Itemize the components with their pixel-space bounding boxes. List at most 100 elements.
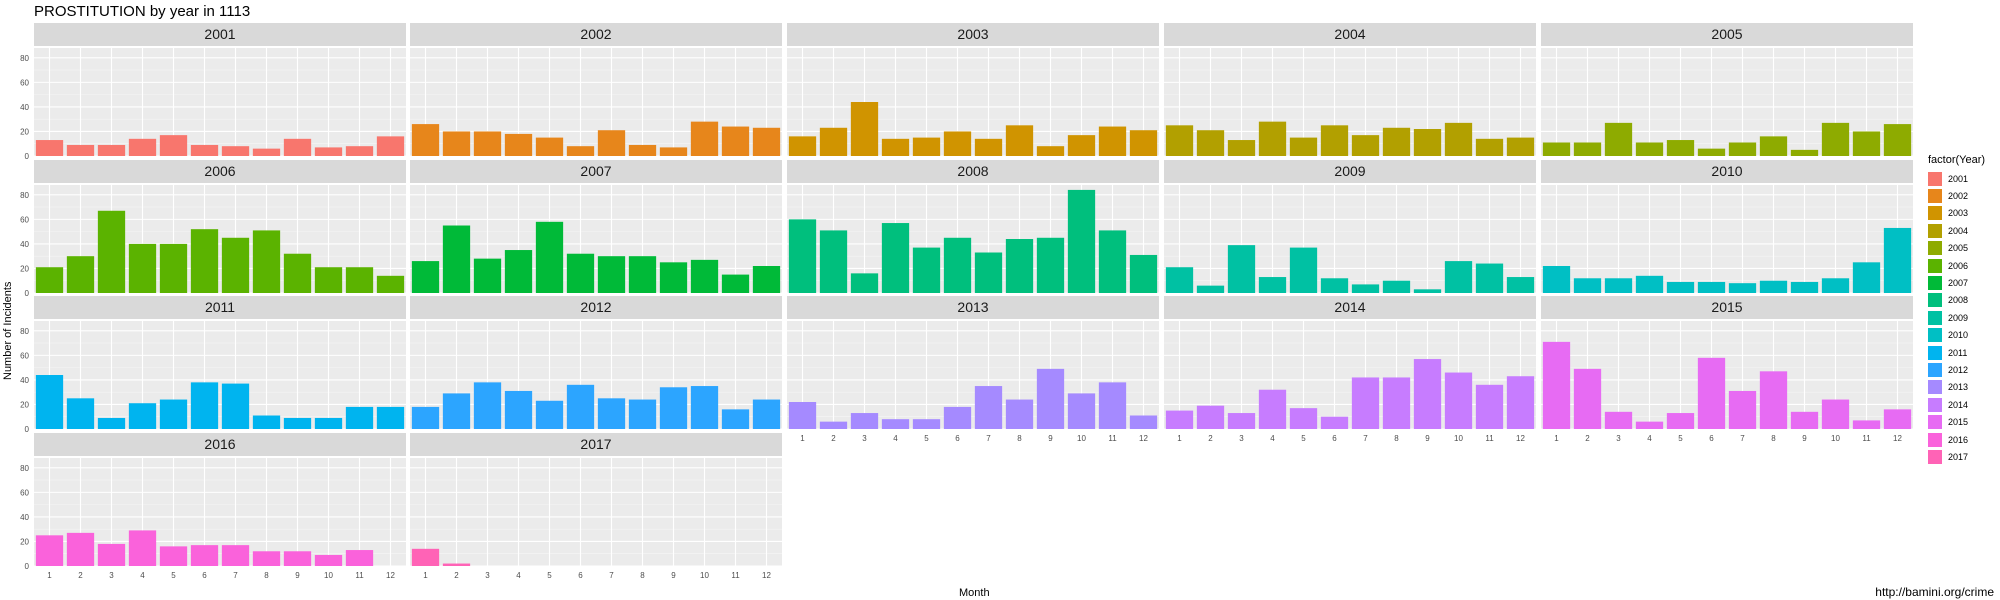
bar (1475, 138, 1504, 156)
x-tick-label: 9 (671, 571, 676, 580)
legend-item: 2009 (1928, 309, 1985, 326)
bar (535, 137, 564, 156)
x-tick-label: 6 (202, 571, 207, 580)
bar (788, 219, 817, 293)
facet-strip (787, 296, 1159, 319)
bar (690, 121, 719, 156)
bar (1098, 126, 1127, 156)
bar (1413, 129, 1442, 156)
bar (1258, 389, 1287, 429)
bar (1382, 377, 1411, 429)
legend-key (1928, 380, 1942, 395)
legend-key (1928, 276, 1942, 291)
chart-title: PROSTITUTION by year in 1113 (34, 3, 251, 20)
legend-item: 2016 (1928, 431, 1985, 448)
bar (1821, 399, 1850, 429)
facet-strip (1164, 160, 1536, 183)
bar (535, 221, 564, 293)
bar (376, 275, 405, 293)
x-tick-label: 12 (1893, 434, 1902, 443)
bar (97, 543, 126, 566)
bar (221, 383, 250, 429)
bar (1067, 135, 1096, 156)
bar (442, 225, 471, 293)
bar (1413, 289, 1442, 293)
facet-strip (410, 23, 782, 46)
bar (1475, 263, 1504, 293)
facet-strip (34, 433, 406, 456)
facet-strip (34, 23, 406, 46)
facet-strip-label: 2006 (204, 163, 235, 179)
x-tick-label: 2 (78, 571, 83, 580)
x-tick-label: 3 (1239, 434, 1244, 443)
legend-label: 2010 (1948, 330, 1969, 341)
bar (1351, 135, 1380, 156)
y-tick-label: 80 (20, 464, 29, 473)
bar (1165, 267, 1194, 293)
bar (1759, 136, 1788, 156)
bar (252, 415, 281, 429)
bar (221, 146, 250, 156)
legend-label: 2011 (1948, 347, 1968, 358)
bar (597, 256, 626, 293)
facet-strip-label: 2012 (580, 299, 611, 315)
bar (721, 126, 750, 156)
bar (1542, 341, 1571, 429)
x-tick-label: 3 (109, 571, 114, 580)
x-tick-label: 5 (1678, 434, 1683, 443)
y-tick-label: 0 (25, 289, 30, 298)
bar (1258, 277, 1287, 293)
x-tick-label: 10 (700, 571, 709, 580)
legend-label: 2003 (1948, 208, 1969, 219)
y-tick-label: 40 (20, 513, 29, 522)
bar (1067, 189, 1096, 293)
bar (314, 554, 343, 566)
bar (1728, 283, 1757, 293)
bar (1196, 405, 1225, 429)
bar (411, 548, 440, 566)
y-tick-label: 80 (20, 191, 29, 200)
bar (190, 144, 219, 156)
bar (1790, 149, 1819, 156)
bar (66, 144, 95, 156)
bar (943, 131, 972, 156)
bar (1852, 131, 1881, 156)
legend-key (1928, 345, 1942, 360)
legend-item: 2013 (1928, 379, 1985, 396)
x-tick-label: 4 (516, 571, 521, 580)
panel-background (410, 458, 782, 566)
legend-item: 2010 (1928, 327, 1985, 344)
panel-background (34, 321, 406, 429)
bar (159, 546, 188, 566)
bar (1098, 230, 1127, 293)
x-tick-label: 5 (547, 571, 552, 580)
bar (1129, 254, 1158, 293)
x-tick-label: 4 (140, 571, 145, 580)
facet-strip (410, 296, 782, 319)
bar (345, 267, 374, 293)
legend-key (1928, 362, 1942, 377)
bar (1883, 124, 1912, 156)
bar (628, 256, 657, 293)
bar (128, 403, 157, 429)
legend-key (1928, 310, 1942, 325)
x-tick-label: 2 (1585, 434, 1590, 443)
y-tick-label: 20 (20, 264, 29, 273)
bar (721, 409, 750, 429)
legend-key (1928, 223, 1942, 238)
x-tick-label: 6 (578, 571, 583, 580)
bar (1790, 411, 1819, 429)
bar (659, 387, 688, 429)
facet-strip-label: 2017 (580, 436, 611, 452)
bar (1790, 281, 1819, 293)
panel-background (1164, 321, 1536, 429)
bar (190, 382, 219, 429)
legend-item: 2005 (1928, 240, 1985, 257)
bar (1129, 130, 1158, 156)
bar (1320, 278, 1349, 293)
x-tick-label: 8 (640, 571, 645, 580)
x-tick-label: 8 (1394, 434, 1399, 443)
x-tick-label: 10 (1077, 434, 1086, 443)
legend-item: 2012 (1928, 361, 1985, 378)
